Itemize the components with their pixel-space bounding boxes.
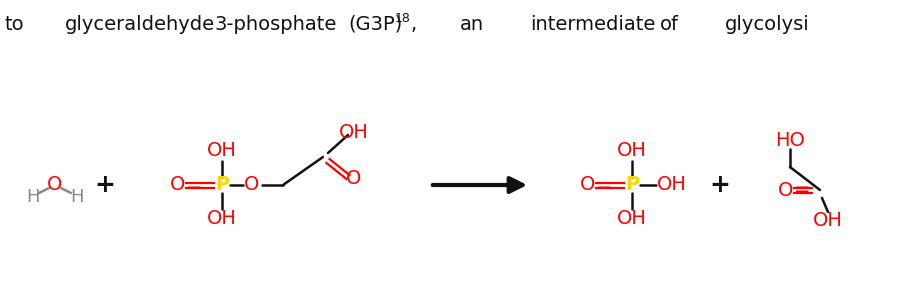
Text: intermediate: intermediate <box>529 15 654 34</box>
Text: =: = <box>186 176 202 194</box>
Text: +: + <box>709 173 730 197</box>
Text: an: an <box>460 15 483 34</box>
Text: of: of <box>659 15 678 34</box>
Text: OH: OH <box>207 142 237 160</box>
Text: =: = <box>596 176 611 194</box>
Text: glycolysi: glycolysi <box>724 15 809 34</box>
Text: glyceraldehyde: glyceraldehyde <box>65 15 215 34</box>
Text: O: O <box>47 176 62 194</box>
Text: O: O <box>244 176 259 194</box>
Text: P: P <box>215 176 229 194</box>
Text: O: O <box>170 176 186 194</box>
Text: to: to <box>5 15 25 34</box>
Text: OH: OH <box>617 210 646 229</box>
Text: 18: 18 <box>394 12 411 25</box>
Text: HO: HO <box>774 132 804 150</box>
Text: P: P <box>624 176 639 194</box>
Text: OH: OH <box>656 176 686 194</box>
Text: O: O <box>346 170 361 188</box>
Text: +: + <box>95 173 115 197</box>
Text: O: O <box>580 176 595 194</box>
Text: 3-phosphate: 3-phosphate <box>215 15 337 34</box>
Text: OH: OH <box>339 124 369 142</box>
Text: OH: OH <box>617 142 646 160</box>
Text: ,: , <box>411 15 416 34</box>
Text: H: H <box>70 188 84 206</box>
Text: =: = <box>793 180 810 200</box>
Text: (G3P): (G3P) <box>347 15 402 34</box>
Text: OH: OH <box>812 210 842 229</box>
Text: OH: OH <box>207 210 237 229</box>
Text: O: O <box>777 180 793 200</box>
Text: H: H <box>27 188 40 206</box>
